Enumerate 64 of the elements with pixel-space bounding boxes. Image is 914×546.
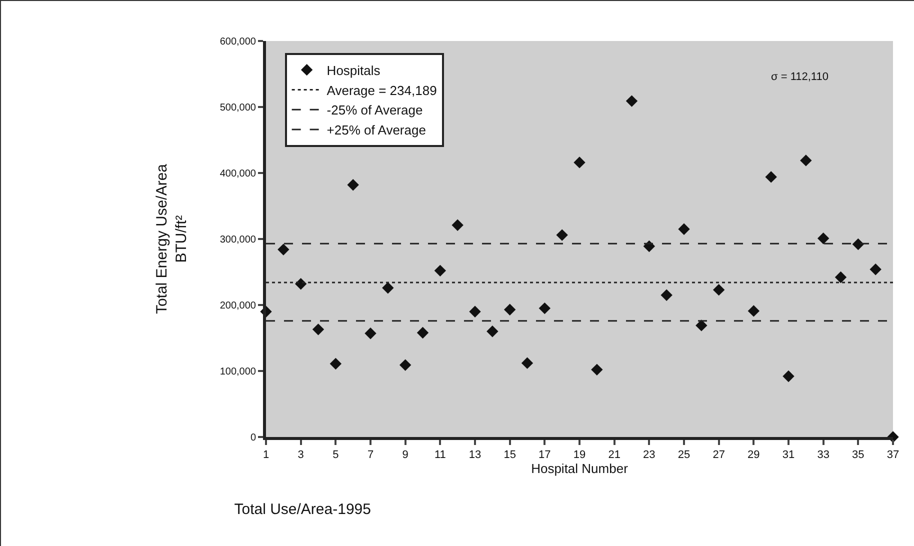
point: [556, 229, 568, 241]
y-tick-label: 600,000: [220, 36, 256, 48]
point: [469, 306, 481, 318]
x-tick-label: 19: [573, 449, 586, 462]
x-tick-label: 3: [298, 449, 304, 462]
point: [626, 95, 638, 107]
point: [574, 156, 586, 168]
x-tick-label: 35: [852, 449, 864, 462]
x-tick-label: 9: [402, 449, 408, 462]
y-tick-label: 200,000: [220, 300, 256, 312]
y-tick-label: 0: [250, 432, 256, 444]
point: [538, 302, 551, 314]
text: Total Use/Area-1995: [234, 501, 371, 518]
y-tick-label: 100,000: [220, 366, 256, 378]
point: [486, 326, 498, 338]
x-tick-label: 33: [817, 449, 830, 462]
x-tick-label: 7: [367, 449, 374, 462]
x-tick-label: 13: [468, 449, 482, 462]
point: [521, 357, 534, 369]
point: [817, 232, 830, 244]
point: [660, 289, 672, 301]
point: [800, 154, 812, 166]
x-tick-label: 21: [608, 449, 620, 462]
x-tick-label: 37: [886, 449, 900, 462]
x-axis-title: Hospital Number: [531, 461, 629, 476]
point: [382, 282, 394, 294]
legend-label: +25% of Average: [326, 122, 426, 138]
point: [312, 324, 324, 336]
point: [452, 219, 464, 231]
x-tick-label: 11: [434, 449, 446, 462]
legend-label: -25% of Average: [326, 102, 423, 118]
point: [782, 370, 794, 382]
legend-label: Average = 234,189: [326, 82, 437, 98]
y-tick-label: 300,000: [220, 234, 256, 246]
x-tick-label: 17: [538, 449, 551, 462]
point: [434, 264, 446, 277]
point: [399, 359, 412, 371]
point: [870, 264, 882, 276]
point: [278, 244, 290, 256]
x-tick-label: 29: [748, 449, 760, 462]
y-axis-title: Total Energy Use/Area BTU/ft²: [154, 163, 190, 314]
annotation: σ = 112,110: [771, 71, 828, 83]
x-tick-label: 25: [678, 449, 690, 462]
point: [765, 171, 777, 183]
x-tick-label: 15: [504, 449, 516, 462]
x-tick-label: 1: [262, 449, 270, 462]
x-tick-label: 27: [712, 449, 725, 462]
point: [834, 271, 847, 284]
point: [678, 223, 690, 235]
point: [591, 364, 603, 376]
point: [416, 326, 429, 339]
point: [504, 304, 516, 316]
point: [364, 328, 376, 340]
y-tick-label: 500,000: [220, 102, 256, 114]
x-tick-label: 23: [643, 449, 656, 462]
x-tick-label: 5: [332, 449, 339, 462]
point: [330, 358, 342, 370]
point: [347, 179, 359, 191]
point: [748, 305, 760, 317]
point: [712, 284, 725, 296]
point: [696, 320, 708, 332]
y-tick-label: 400,000: [220, 168, 256, 180]
x-tick-label: 31: [782, 449, 795, 462]
legend-label: Hospitals: [326, 62, 381, 78]
